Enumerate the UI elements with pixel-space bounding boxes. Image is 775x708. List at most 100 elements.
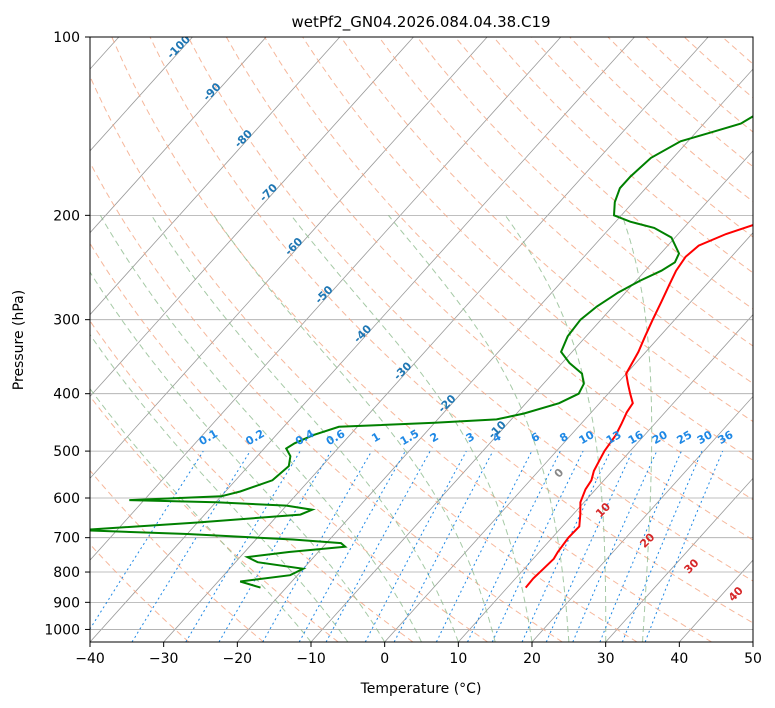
x-tick-label: −40	[75, 651, 105, 667]
y-tick-label: 200	[53, 208, 80, 224]
x-tick-label: 10	[449, 651, 467, 667]
moist-adiabat-line	[388, 214, 570, 642]
x-tick-label: 20	[523, 651, 541, 667]
moist-adiabat-line	[621, 215, 653, 642]
isotherm-line	[90, 37, 267, 234]
mixing-ratio-label: 30	[695, 428, 715, 447]
dry-adiabat-line	[111, 37, 712, 642]
dry-adiabat-line	[90, 469, 264, 642]
isotherm-label: -70	[257, 181, 280, 204]
isotherm-label: -80	[232, 127, 255, 150]
moist-adiabat-line	[213, 215, 496, 642]
mixing-ratio-line	[599, 450, 682, 642]
isotherm-label: -20	[435, 392, 458, 415]
mixing-ratio-line	[545, 450, 633, 642]
dry-adiabat-line	[454, 37, 753, 310]
mixing-ratio-label: 1	[369, 430, 382, 445]
isotherm-line	[90, 37, 635, 642]
dry-adiabat-line	[225, 37, 753, 541]
y-tick-label: 700	[53, 531, 80, 547]
mixing-ratio-label: 20	[650, 428, 670, 447]
x-tick-label: −30	[149, 651, 179, 667]
x-tick-label: 30	[597, 651, 615, 667]
dry-adiabat-line	[90, 161, 563, 642]
isotherm-line	[531, 395, 753, 642]
isotherm-line	[90, 37, 562, 561]
mixing-ratio-line	[262, 450, 373, 642]
mixing-ratio-label: 0.2	[243, 427, 266, 448]
mixing-ratio-label: 0.4	[293, 427, 317, 448]
mixing-ratio-line	[131, 450, 251, 642]
dry-adiabat-line	[90, 543, 190, 642]
grid-layer	[90, 37, 753, 642]
ticks-layer: −40 −30 −20 −10 0 10 20 30 40 50 100 200 300 400 500 60…	[44, 30, 762, 667]
dry-adiabat-line	[264, 37, 753, 501]
mixing-ratio-label: 25	[675, 428, 695, 447]
isotherm-label: -40	[351, 322, 374, 345]
dry-adiabat-line	[90, 395, 339, 642]
isotherm-line	[90, 37, 414, 398]
x-tick-label: −20	[223, 651, 253, 667]
moist-adiabat-line	[90, 271, 386, 642]
mixing-ratio-label: 10	[577, 428, 597, 447]
isotherm-line	[90, 37, 341, 316]
mixing-ratio-line	[467, 450, 561, 642]
wetbulb-label: 0	[552, 466, 567, 481]
moist-adiabat-line	[151, 215, 459, 642]
mixing-ratio-label: 36	[716, 428, 736, 447]
mixing-ratio-line	[521, 450, 611, 642]
y-tick-label: 900	[53, 595, 80, 611]
mixing-ratio-label: 3	[464, 430, 477, 445]
y-tick-label: 800	[53, 565, 80, 581]
isotherm-line	[163, 37, 709, 642]
mixing-ratio-label: 2	[428, 430, 441, 445]
isotherm-label: -90	[200, 80, 223, 103]
dewpoint-line	[90, 115, 753, 589]
mixing-ratio-line	[90, 450, 204, 630]
x-tick-label: 50	[744, 651, 762, 667]
isotherm-line	[458, 313, 753, 642]
mixing-ratio-line	[572, 450, 658, 642]
mixing-ratio-line	[185, 450, 301, 642]
wetbulb-label: 20	[637, 530, 657, 550]
mixing-ratio-line	[621, 450, 703, 642]
isotherm-label: -10	[486, 418, 509, 441]
y-axis-label: Pressure (hPa)	[11, 290, 27, 390]
y-tick-label: 100	[53, 30, 80, 46]
x-axis-label: Temperature (°C)	[360, 681, 482, 697]
wetbulb-label: 10	[593, 500, 613, 520]
dry-adiabat-line	[90, 242, 488, 642]
mixing-ratio-label: 16	[626, 428, 646, 447]
isotherm-line	[310, 150, 753, 642]
isotherm-line	[90, 37, 193, 152]
mixing-ratio-label: 13	[604, 428, 624, 447]
y-tick-label: 300	[53, 313, 80, 329]
isotherm-label: -60	[282, 235, 305, 258]
x-tick-label: 40	[670, 651, 688, 667]
series-layer	[90, 115, 753, 589]
mixing-ratio-line	[298, 450, 406, 642]
isotherm-line	[752, 641, 753, 642]
isotherm-line	[90, 37, 488, 479]
y-tick-label: 600	[53, 491, 80, 507]
mixing-ratio-line	[435, 450, 533, 642]
moist-adiabat-line	[99, 215, 422, 642]
wetbulb-label: 30	[682, 556, 702, 576]
x-tick-label: −10	[296, 651, 326, 667]
dry-adiabat-line	[378, 37, 753, 385]
y-tick-label: 500	[53, 444, 80, 460]
mixing-ratio-line	[364, 450, 467, 642]
dry-adiabat-line	[493, 37, 753, 274]
dry-adiabat-line	[149, 37, 753, 624]
mixing-ratio-line	[393, 450, 494, 642]
dry-adiabat-line	[645, 37, 753, 133]
dry-adiabat-line	[531, 37, 753, 238]
moist-adiabat-line	[90, 333, 349, 642]
moist-adiabat-line	[504, 215, 607, 642]
plot-frame	[89, 36, 754, 643]
dry-adiabat-line	[416, 37, 753, 347]
y-tick-label: 400	[53, 387, 80, 403]
dry-adiabat-line	[90, 320, 414, 642]
moist-adiabat-line	[290, 214, 533, 642]
